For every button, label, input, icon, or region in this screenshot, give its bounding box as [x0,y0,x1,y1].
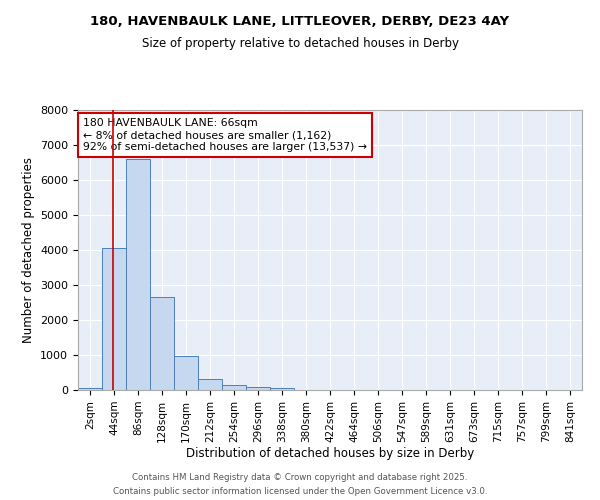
X-axis label: Distribution of detached houses by size in Derby: Distribution of detached houses by size … [186,448,474,460]
Bar [222,386,246,390]
Bar [270,388,294,390]
Bar [150,297,174,390]
Text: 180 HAVENBAULK LANE: 66sqm
← 8% of detached houses are smaller (1,162)
92% of se: 180 HAVENBAULK LANE: 66sqm ← 8% of detac… [83,118,367,152]
Text: Contains public sector information licensed under the Open Government Licence v3: Contains public sector information licen… [113,488,487,496]
Text: Size of property relative to detached houses in Derby: Size of property relative to detached ho… [142,38,458,51]
Bar [78,388,102,390]
Y-axis label: Number of detached properties: Number of detached properties [22,157,35,343]
Bar [126,159,150,390]
Bar [174,356,198,390]
Bar [102,248,126,390]
Text: Contains HM Land Registry data © Crown copyright and database right 2025.: Contains HM Land Registry data © Crown c… [132,472,468,482]
Text: 180, HAVENBAULK LANE, LITTLEOVER, DERBY, DE23 4AY: 180, HAVENBAULK LANE, LITTLEOVER, DERBY,… [91,15,509,28]
Bar [198,379,222,390]
Bar [246,388,270,390]
